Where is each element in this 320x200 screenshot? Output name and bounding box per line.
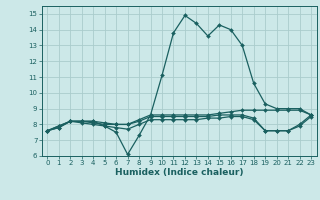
X-axis label: Humidex (Indice chaleur): Humidex (Indice chaleur) <box>115 168 244 177</box>
